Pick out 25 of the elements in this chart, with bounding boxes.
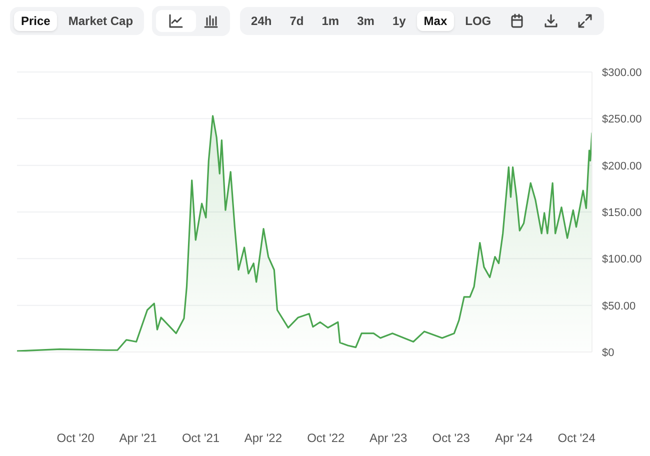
text: 3m [356, 13, 376, 30]
x-tick-label: Apr '24 [494, 431, 533, 445]
x-tick-label: Apr '21 [119, 431, 158, 445]
y-tick-label: $300.00 [602, 67, 642, 79]
y-tick-label: $250.00 [602, 114, 642, 126]
x-tick-label: Oct '22 [307, 431, 346, 445]
text: Max [416, 11, 454, 31]
x-tick-label: Oct '23 [432, 431, 470, 445]
x-tick-label: Oct '21 [182, 431, 220, 445]
y-tick-label: $50.00 [602, 300, 636, 312]
text: Price [14, 11, 58, 31]
x-tick-label: Apr '22 [244, 431, 282, 445]
text: Market Cap [67, 13, 134, 30]
x-tick-label: Oct '20 [56, 431, 95, 445]
text: LOG [464, 13, 492, 30]
y-tick-label: $100.00 [602, 254, 642, 266]
text: 24h [250, 13, 273, 30]
y-tick-label: $150.00 [602, 207, 642, 219]
text: 1y [391, 13, 407, 30]
y-tick-label: $200.00 [602, 160, 642, 172]
x-tick-label: Apr '23 [370, 431, 408, 445]
text: 1m [320, 13, 340, 30]
x-tick-label: Oct '24 [558, 431, 596, 445]
text: 7d [288, 13, 305, 30]
y-tick-label: $0 [602, 347, 614, 359]
